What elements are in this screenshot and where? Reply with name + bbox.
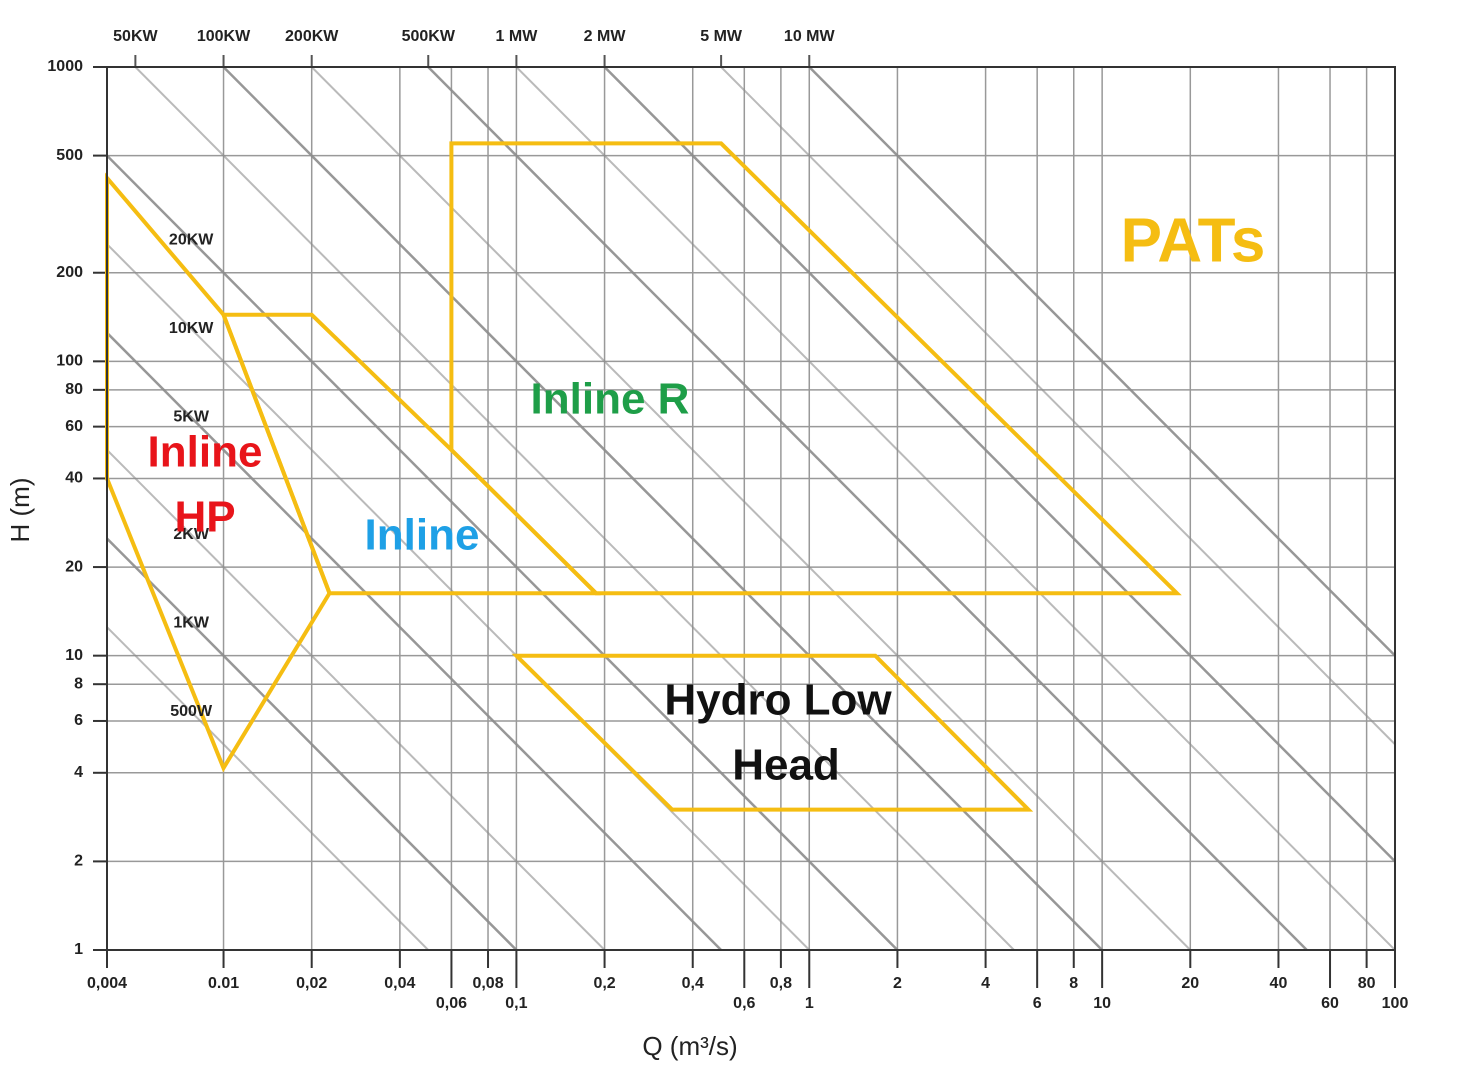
x-tick-label: 40 bbox=[1270, 975, 1288, 992]
power-line bbox=[310, 67, 1192, 950]
x-tick-label: 0,4 bbox=[682, 975, 704, 992]
power-line-label: 1 MW bbox=[496, 28, 539, 45]
power-line-label: 200KW bbox=[285, 28, 339, 45]
x-tick-label: 0,6 bbox=[733, 995, 755, 1012]
power-line-label: 20KW bbox=[169, 231, 214, 248]
power-line-label: 2KW bbox=[173, 526, 209, 543]
region-label: Inline R bbox=[531, 375, 690, 424]
y-tick-label: 60 bbox=[65, 418, 83, 435]
region-label: Inline bbox=[365, 511, 480, 560]
x-tick-label: 0,06 bbox=[436, 995, 467, 1012]
x-tick-label: 4 bbox=[981, 975, 990, 992]
x-tick-label: 1 bbox=[805, 995, 814, 1012]
x-tick-label: 100 bbox=[1382, 995, 1409, 1012]
power-line-label: 500W bbox=[170, 703, 213, 720]
power-line bbox=[427, 67, 1308, 950]
power-line bbox=[515, 67, 1395, 950]
power-line bbox=[107, 536, 518, 950]
power-line bbox=[107, 153, 899, 950]
power-line bbox=[134, 67, 1015, 950]
region-label: Inline bbox=[148, 428, 263, 477]
y-tick-label: 20 bbox=[65, 558, 83, 575]
power-line-label: 5 MW bbox=[700, 28, 743, 45]
region-label: HP bbox=[174, 493, 235, 542]
plot-border bbox=[106, 66, 1396, 951]
x-tick-label: 8 bbox=[1069, 975, 1078, 992]
y-tick-label: 1 bbox=[74, 941, 83, 958]
power-line-label: 10KW bbox=[169, 320, 214, 337]
y-tick-label: 4 bbox=[74, 764, 83, 781]
y-tick-label: 200 bbox=[56, 264, 83, 281]
y-tick-label: 6 bbox=[74, 712, 83, 729]
labels: 0,004 0.01 0,02 0,04 0,06 0,080,1 0,2 0,4 0,6 0,8… bbox=[47, 28, 1408, 1012]
power-line-label: 100KW bbox=[197, 28, 251, 45]
x-tick-label: 2 bbox=[893, 975, 902, 992]
y-tick-label: 2 bbox=[74, 853, 83, 870]
x-tick-label: 60 bbox=[1321, 995, 1339, 1012]
y-tick-label: 10 bbox=[65, 647, 83, 664]
x-tick-label: 0,08 bbox=[472, 975, 503, 992]
x-tick-label: 0.01 bbox=[208, 975, 239, 992]
power-line-label: 10 MW bbox=[784, 28, 836, 45]
x-tick-label: 20 bbox=[1181, 975, 1199, 992]
y-axis-title: H (m) bbox=[5, 478, 35, 543]
x-tick-label: 0,8 bbox=[770, 975, 792, 992]
y-tick-label: 100 bbox=[56, 353, 83, 370]
y-tick-label: 500 bbox=[56, 147, 83, 164]
region bbox=[511, 653, 1034, 812]
annotation: PATs bbox=[1121, 206, 1266, 275]
power-line-label: 50KW bbox=[113, 28, 158, 45]
x-tick-label: 80 bbox=[1358, 975, 1376, 992]
power-line-label: 5KW bbox=[173, 409, 209, 426]
x-tick-label: 0,004 bbox=[87, 975, 127, 992]
region bbox=[449, 141, 1182, 596]
x-tick-label: 0,02 bbox=[296, 975, 327, 992]
y-tick-label: 8 bbox=[74, 675, 83, 692]
y-tick-label: 40 bbox=[65, 470, 83, 487]
x-axis-title: Q (m³/s) bbox=[642, 1031, 737, 1061]
x-tick-label: 10 bbox=[1093, 995, 1111, 1012]
power-line-label: 500KW bbox=[402, 28, 456, 45]
power-line-label: 1KW bbox=[173, 614, 209, 631]
power-line bbox=[720, 67, 1395, 746]
power-line bbox=[603, 67, 1395, 864]
x-tick-label: 0,04 bbox=[384, 975, 415, 992]
region-label: Hydro Low bbox=[664, 676, 892, 725]
power-line-label: 2 MW bbox=[584, 28, 627, 45]
power-line bbox=[107, 331, 722, 950]
power-line bbox=[107, 625, 429, 950]
power-line bbox=[808, 67, 1395, 658]
y-tick-label: 80 bbox=[65, 381, 83, 398]
x-tick-label: 0,1 bbox=[505, 995, 527, 1012]
x-tick-label: 6 bbox=[1033, 995, 1042, 1012]
x-tick-label: 0,2 bbox=[593, 975, 615, 992]
region-label: Head bbox=[732, 741, 840, 790]
power-line bbox=[222, 67, 1103, 950]
power-line bbox=[107, 448, 606, 950]
power-lines bbox=[107, 67, 1395, 950]
y-tick-label: 1000 bbox=[47, 58, 83, 75]
